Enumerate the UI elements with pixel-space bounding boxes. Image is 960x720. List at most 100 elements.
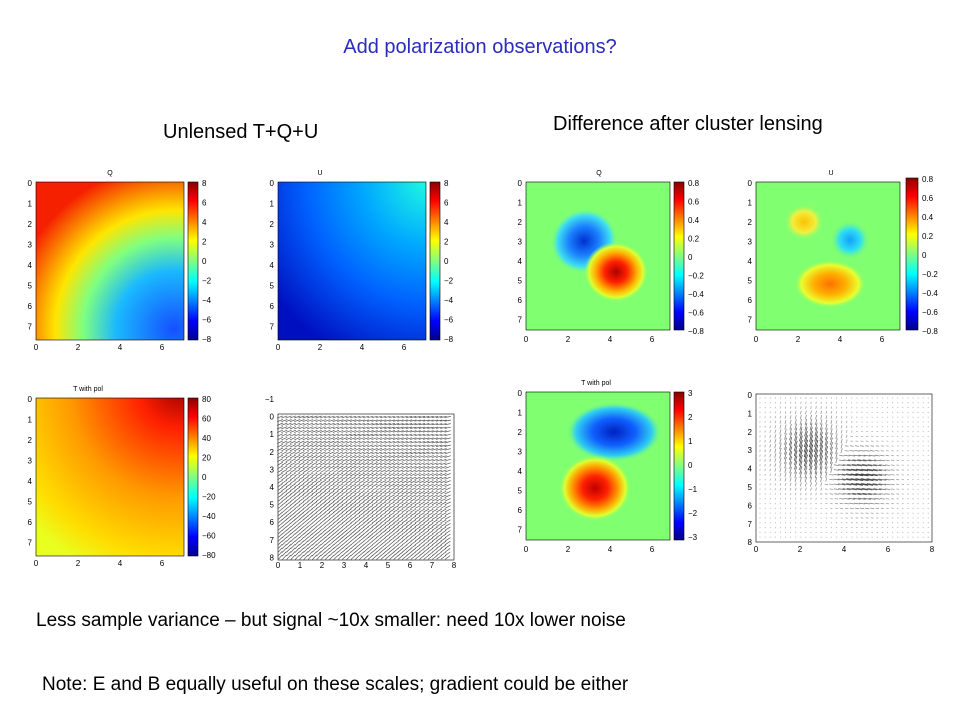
polarization-vector: [285, 461, 292, 466]
polarization-vector: [388, 522, 395, 528]
x-tick-label: 5: [386, 561, 391, 570]
polarization-vector: [870, 445, 875, 447]
polarization-vector: [311, 483, 318, 488]
polarization-vector: [444, 416, 451, 418]
polarization-vector: [388, 533, 395, 538]
polarization-vector: [384, 522, 391, 528]
polarization-vector: [774, 415, 776, 419]
polarization-vector: [324, 437, 331, 441]
polarization-vector: [345, 458, 352, 462]
polarization-vector: [281, 429, 288, 433]
polarization-vector: [324, 526, 331, 531]
polarization-vector: [444, 451, 451, 455]
polarization-vector: [324, 497, 331, 502]
polarization-vector: [349, 415, 357, 419]
polarization-vector: [333, 533, 339, 539]
polarization-vector: [376, 505, 382, 509]
polarization-vector: [294, 419, 301, 423]
polarization-vector: [410, 512, 417, 517]
polarization-vector: [307, 536, 313, 542]
polarization-vector: [277, 486, 283, 492]
polarization-vector: [423, 469, 430, 473]
polarization-vector: [380, 444, 387, 448]
colorbar-tick-label: 0: [444, 257, 449, 266]
polarization-vector: [875, 450, 880, 452]
polarization-vector: [384, 455, 391, 459]
polarization-vector: [414, 426, 421, 429]
polarization-vector: [285, 476, 292, 481]
polarization-vector: [779, 442, 782, 450]
polarization-vector: [397, 480, 404, 484]
polarization-vector: [820, 419, 823, 425]
polarization-vector: [820, 487, 822, 491]
y-tick-label: 4: [748, 465, 753, 474]
polarization-vector: [410, 551, 417, 557]
polarization-vector: [337, 440, 344, 444]
polarization-vector: [804, 431, 808, 442]
polarization-vector: [311, 494, 318, 499]
heading-difference: Difference after cluster lensing: [553, 113, 823, 135]
polarization-vector: [769, 468, 771, 472]
polarization-vector: [410, 476, 417, 480]
polarization-vector: [410, 423, 417, 426]
polarization-vector: [367, 508, 374, 513]
polarization-vector: [423, 419, 430, 422]
polarization-vector: [315, 451, 322, 455]
polarization-vector: [358, 440, 365, 444]
polarization-vector: [405, 451, 413, 455]
polarization-vector: [418, 419, 426, 422]
polarization-vector: [367, 494, 374, 499]
polarization-vector: [281, 472, 288, 477]
polarization-vector: [294, 494, 300, 499]
polarization-vector: [784, 424, 787, 430]
polarization-vector: [388, 451, 395, 455]
polarization-vector: [414, 501, 421, 506]
polarization-vector: [354, 526, 361, 531]
polarization-vector: [320, 479, 326, 484]
polarization-vector: [346, 529, 352, 535]
polarization-vector: [380, 433, 387, 437]
polarization-vector: [414, 465, 421, 469]
polarization-vector: [333, 529, 339, 535]
polarization-vector: [855, 473, 869, 477]
polarization-vector: [872, 483, 882, 486]
polarization-vector: [315, 437, 322, 441]
polarization-vector: [371, 462, 378, 466]
polarization-vector: [851, 468, 863, 472]
polarization-vector: [302, 472, 309, 477]
polarization-vector: [380, 476, 387, 480]
polarization-vector: [332, 476, 339, 481]
polarization-vector: [324, 419, 331, 422]
polarization-vector: [401, 501, 408, 506]
polarization-vector: [289, 419, 297, 423]
polarization-vector: [324, 504, 331, 510]
polarization-vector: [320, 547, 326, 553]
polarization-vector: [345, 447, 352, 451]
polarization-vector: [431, 458, 438, 462]
polarization-vector: [397, 544, 404, 549]
polarization-vector: [316, 540, 322, 546]
polarization-vector: [298, 529, 305, 535]
polarization-vector: [884, 478, 891, 481]
polarization-vector: [804, 476, 808, 483]
polarization-vector: [440, 487, 447, 491]
polarization-vector: [277, 547, 283, 553]
polarization-vector: [367, 444, 374, 448]
polarization-vector: [397, 469, 404, 473]
polarization-vector: [337, 472, 344, 477]
polarization-vector: [324, 483, 331, 488]
polarization-vector: [815, 482, 818, 487]
polarization-vector: [371, 540, 378, 546]
polarization-vector: [418, 448, 426, 451]
polarization-vector: [847, 493, 856, 495]
polarization-vector: [354, 490, 361, 495]
polarization-vector: [311, 451, 318, 455]
polarization-vector: [784, 451, 787, 460]
polarization-vector: [290, 522, 296, 528]
polarization-vector: [444, 476, 451, 480]
polarization-vector: [350, 469, 357, 473]
polarization-vector: [397, 508, 404, 513]
polarization-vector: [307, 479, 313, 484]
polarization-vector: [367, 547, 373, 553]
polarization-vector: [319, 426, 327, 430]
